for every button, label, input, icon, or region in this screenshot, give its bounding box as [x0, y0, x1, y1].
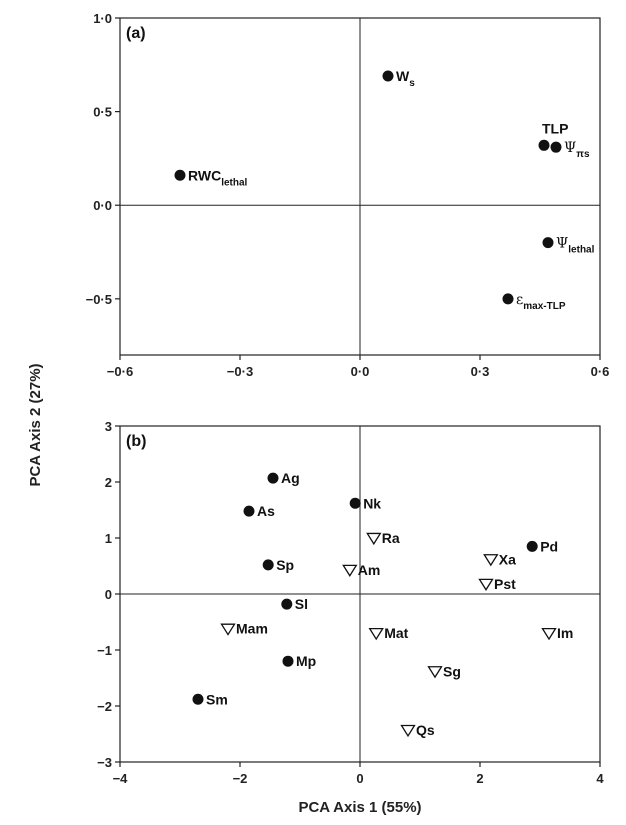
y-axis-title: PCA Axis 2 (27%)	[27, 363, 44, 486]
point-ws	[382, 70, 394, 82]
y-tick-label: 1	[105, 531, 112, 546]
point-label-sg: Sg	[443, 663, 461, 679]
point-sm	[192, 693, 204, 705]
point-label-mat: Mat	[384, 625, 408, 641]
point-label-maxtlp: εmax-TLP	[516, 292, 566, 312]
point-label-rwclethal: RWClethal	[188, 167, 248, 188]
x-tick-label: −0·3	[227, 364, 253, 379]
y-tick-label: 0·0	[93, 198, 112, 213]
point-pd	[526, 540, 538, 552]
x-tick-label: 0·3	[471, 364, 490, 379]
point-label-xa: Xa	[499, 551, 516, 567]
point-label-ag: Ag	[281, 470, 300, 486]
point-pst	[478, 578, 494, 591]
point-im	[541, 628, 557, 641]
point-sg	[427, 666, 443, 679]
x-tick-label: −4	[113, 771, 129, 786]
point-tlp	[538, 139, 550, 151]
point-label-nk: Nk	[363, 495, 381, 511]
point-mat	[368, 628, 384, 641]
point-sl	[281, 598, 293, 610]
point-rwclethal	[174, 169, 186, 181]
point-am	[342, 564, 358, 577]
point-label-mam: Mam	[236, 621, 268, 637]
point-ag	[267, 472, 279, 484]
point-label-s: Ψπs	[564, 140, 590, 160]
x-tick-label: 2	[476, 771, 483, 786]
x-tick-label: 4	[596, 771, 604, 786]
point-mam	[220, 623, 236, 636]
x-tick-label: −0·6	[107, 364, 133, 379]
y-tick-label: 1·0	[93, 11, 112, 26]
y-tick-label: −0·5	[86, 292, 112, 307]
panel-b-plot: −4 −2 0 2 4 −3 −2 −1 0 1 2 3 (b) Ag As Nk Sp Sl Mp Sm Pd RaAm…	[97, 419, 604, 786]
x-tick-label: −2	[233, 771, 248, 786]
point-label-tlp: TLP	[542, 120, 568, 136]
x-tick-label: 0	[356, 771, 363, 786]
point-nk	[349, 497, 361, 509]
point-label-mp: Mp	[296, 653, 316, 669]
point-label-ws: Ws	[396, 68, 415, 89]
point-label-sm: Sm	[206, 691, 228, 707]
point-label-pd: Pd	[540, 538, 558, 554]
point-sp	[262, 559, 274, 571]
y-tick-label: 2	[105, 475, 112, 490]
y-tick-label: 3	[105, 419, 112, 434]
point-xa	[483, 554, 499, 567]
point-ra	[366, 532, 382, 546]
point-label-im: Im	[557, 625, 573, 641]
point-label-pst: Pst	[494, 576, 516, 592]
point-mp	[282, 655, 294, 667]
panel-label: (a)	[126, 25, 146, 42]
y-tick-label: 0·5	[93, 105, 112, 120]
y-tick-label: −1	[97, 643, 112, 658]
x-tick-label: 0·0	[351, 364, 370, 379]
point-label-qs: Qs	[416, 722, 435, 738]
point-label-ra: Ra	[382, 530, 400, 546]
point-label-lethal: Ψlethal	[556, 236, 595, 256]
panel-a-plot: −0·6 −0·3 0·0 0·3 0·6 −0·5 0·0 0·5 1·0 (a) Ws TLP Ψπ…	[86, 11, 610, 379]
point-lethal	[542, 237, 554, 249]
point-label-am: Am	[358, 562, 381, 578]
y-tick-label: −2	[97, 699, 112, 714]
y-tick-label: 0	[105, 587, 112, 602]
point-maxtlp	[502, 293, 514, 305]
point-as	[243, 505, 255, 517]
panel-label: (b)	[126, 433, 146, 450]
point-label-as: As	[257, 503, 275, 519]
point-s	[550, 141, 562, 153]
point-label-sl: Sl	[295, 596, 308, 612]
point-qs	[400, 724, 416, 738]
y-tick-label: −3	[97, 755, 112, 770]
x-tick-label: 0·6	[591, 364, 610, 379]
point-label-sp: Sp	[276, 557, 294, 573]
x-axis-title: PCA Axis 1 (55%)	[298, 799, 421, 816]
